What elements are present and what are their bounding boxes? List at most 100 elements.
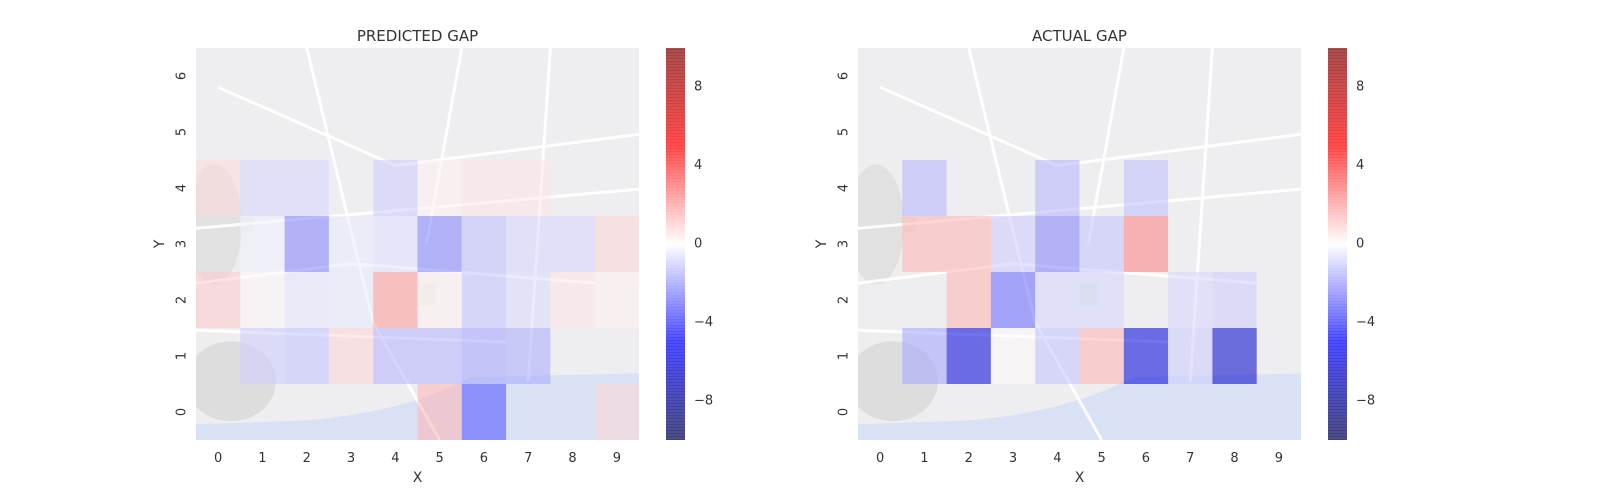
y-tick-label: 0 (837, 408, 852, 416)
heatmap-cell (594, 384, 639, 440)
x-tick-label: 4 (1053, 451, 1061, 466)
heatmap-cell (550, 272, 595, 328)
x-tick-label: 0 (214, 451, 222, 466)
colorbar: −8 −4 0 4 8 (1328, 47, 1375, 440)
heatmap-cell (417, 216, 462, 272)
y-tick-label: 4 (837, 184, 852, 192)
colorbar-tick-label: 8 (1356, 80, 1364, 95)
heatmap-cells (902, 160, 1257, 384)
heatmap-cell (506, 160, 551, 216)
colorbar-gradient (1328, 48, 1347, 440)
heatmap-cell (1168, 328, 1213, 384)
x-tick-label: 6 (480, 451, 488, 466)
x-tick-label: 9 (1275, 451, 1283, 466)
heatmap-cell (946, 272, 991, 328)
y-tick-label: 3 (837, 240, 852, 248)
heatmap-cell (373, 272, 418, 328)
heatmap-cell (328, 328, 374, 384)
y-axis-label: Y (814, 239, 830, 249)
heatmap-cell (506, 272, 551, 328)
heatmap-cell (1212, 328, 1257, 384)
heatmap-cell (594, 216, 639, 272)
x-tick-label: 2 (303, 451, 311, 466)
heatmap-cell (1123, 328, 1169, 384)
x-tick-label: 5 (436, 451, 444, 466)
colorbar-tick-label: −8 (1356, 393, 1375, 408)
heatmap-cell (240, 216, 285, 272)
x-tick-label: 2 (965, 451, 973, 466)
heatmap-cell (417, 272, 462, 328)
chart-title: ACTUAL GAP (1032, 27, 1127, 45)
y-tick-label: 5 (837, 128, 852, 136)
heatmap-cell (1079, 328, 1124, 384)
heatmap-cell (506, 328, 551, 384)
heatmap-cell (990, 216, 1036, 272)
heatmap-cell (284, 160, 329, 216)
x-tick-label: 5 (1098, 451, 1106, 466)
chart-title: PREDICTED GAP (357, 27, 478, 45)
x-tick-label: 3 (347, 451, 355, 466)
heatmap-cell (1123, 216, 1169, 272)
colorbar-tick-label: −4 (1356, 315, 1375, 330)
x-axis-label: X (1075, 470, 1085, 486)
x-tick-label: 1 (920, 451, 928, 466)
y-tick-label: 4 (175, 184, 190, 192)
heatmap-cell (990, 328, 1036, 384)
heatmap-cell (461, 216, 507, 272)
heatmap-cells (196, 160, 639, 440)
heatmap-cell (417, 328, 462, 384)
heatmap-cell (373, 216, 418, 272)
x-tick-label: 7 (524, 451, 532, 466)
x-tick-label: 4 (391, 451, 399, 466)
x-tick-label: 9 (613, 451, 621, 466)
heatmap-cell (461, 160, 507, 216)
heatmap-cell (417, 384, 462, 440)
heatmap-cell (1123, 160, 1169, 216)
heatmap-cell (1035, 328, 1080, 384)
y-tick-label: 0 (175, 408, 190, 416)
heatmap-cell (1035, 272, 1080, 328)
heatmap-cell (550, 216, 595, 272)
y-tick-label: 5 (175, 128, 190, 136)
y-tick-label: 6 (175, 72, 190, 80)
x-tick-label: 0 (876, 451, 884, 466)
y-tick-label: 2 (837, 296, 852, 304)
heatmap-cell (417, 160, 462, 216)
heatmap-cell (594, 272, 639, 328)
colorbar: −8 −4 0 4 8 (666, 47, 713, 440)
heatmap-cell (240, 160, 285, 216)
y-tick-label: 1 (837, 352, 852, 360)
heatmap-cell (461, 272, 507, 328)
heatmap-cell (990, 272, 1036, 328)
heatmap-panel: ACTUAL GAP 0 1 2 3 4 5 6 7 8 9 X 0 1 2 3 4 5 6 Y −8 −4 0 4 8 (814, 27, 1375, 486)
colorbar-tick-label: 4 (694, 158, 702, 173)
heatmap-cell (284, 216, 329, 272)
heatmap-cell (196, 160, 241, 216)
heatmap-cell (284, 272, 329, 328)
x-tick-label: 7 (1186, 451, 1194, 466)
heatmap-cell (1035, 216, 1080, 272)
x-tick-label: 8 (568, 451, 576, 466)
colorbar-tick-label: 4 (1356, 158, 1364, 173)
x-tick-label: 1 (258, 451, 266, 466)
colorbar-tick-label: −4 (694, 315, 713, 330)
map-river (858, 373, 1301, 440)
colorbar-gradient (666, 48, 685, 440)
map-road (1086, 48, 1126, 245)
colorbar-tick-label: 0 (694, 237, 702, 252)
heatmap-cell (240, 272, 285, 328)
heatmap-cell (240, 328, 285, 384)
heatmap-cell (946, 328, 991, 384)
heatmap-cell (373, 328, 418, 384)
heatmap-cell (373, 160, 418, 216)
y-tick-label: 2 (175, 296, 190, 304)
heatmap-cell (1212, 272, 1257, 328)
heatmap-cell (902, 160, 947, 216)
heatmap-cell (506, 216, 551, 272)
heatmap-cell (461, 384, 507, 440)
colorbar-tick-label: −8 (694, 393, 713, 408)
heatmap-cell (1079, 216, 1124, 272)
x-axis-label: X (413, 470, 423, 486)
